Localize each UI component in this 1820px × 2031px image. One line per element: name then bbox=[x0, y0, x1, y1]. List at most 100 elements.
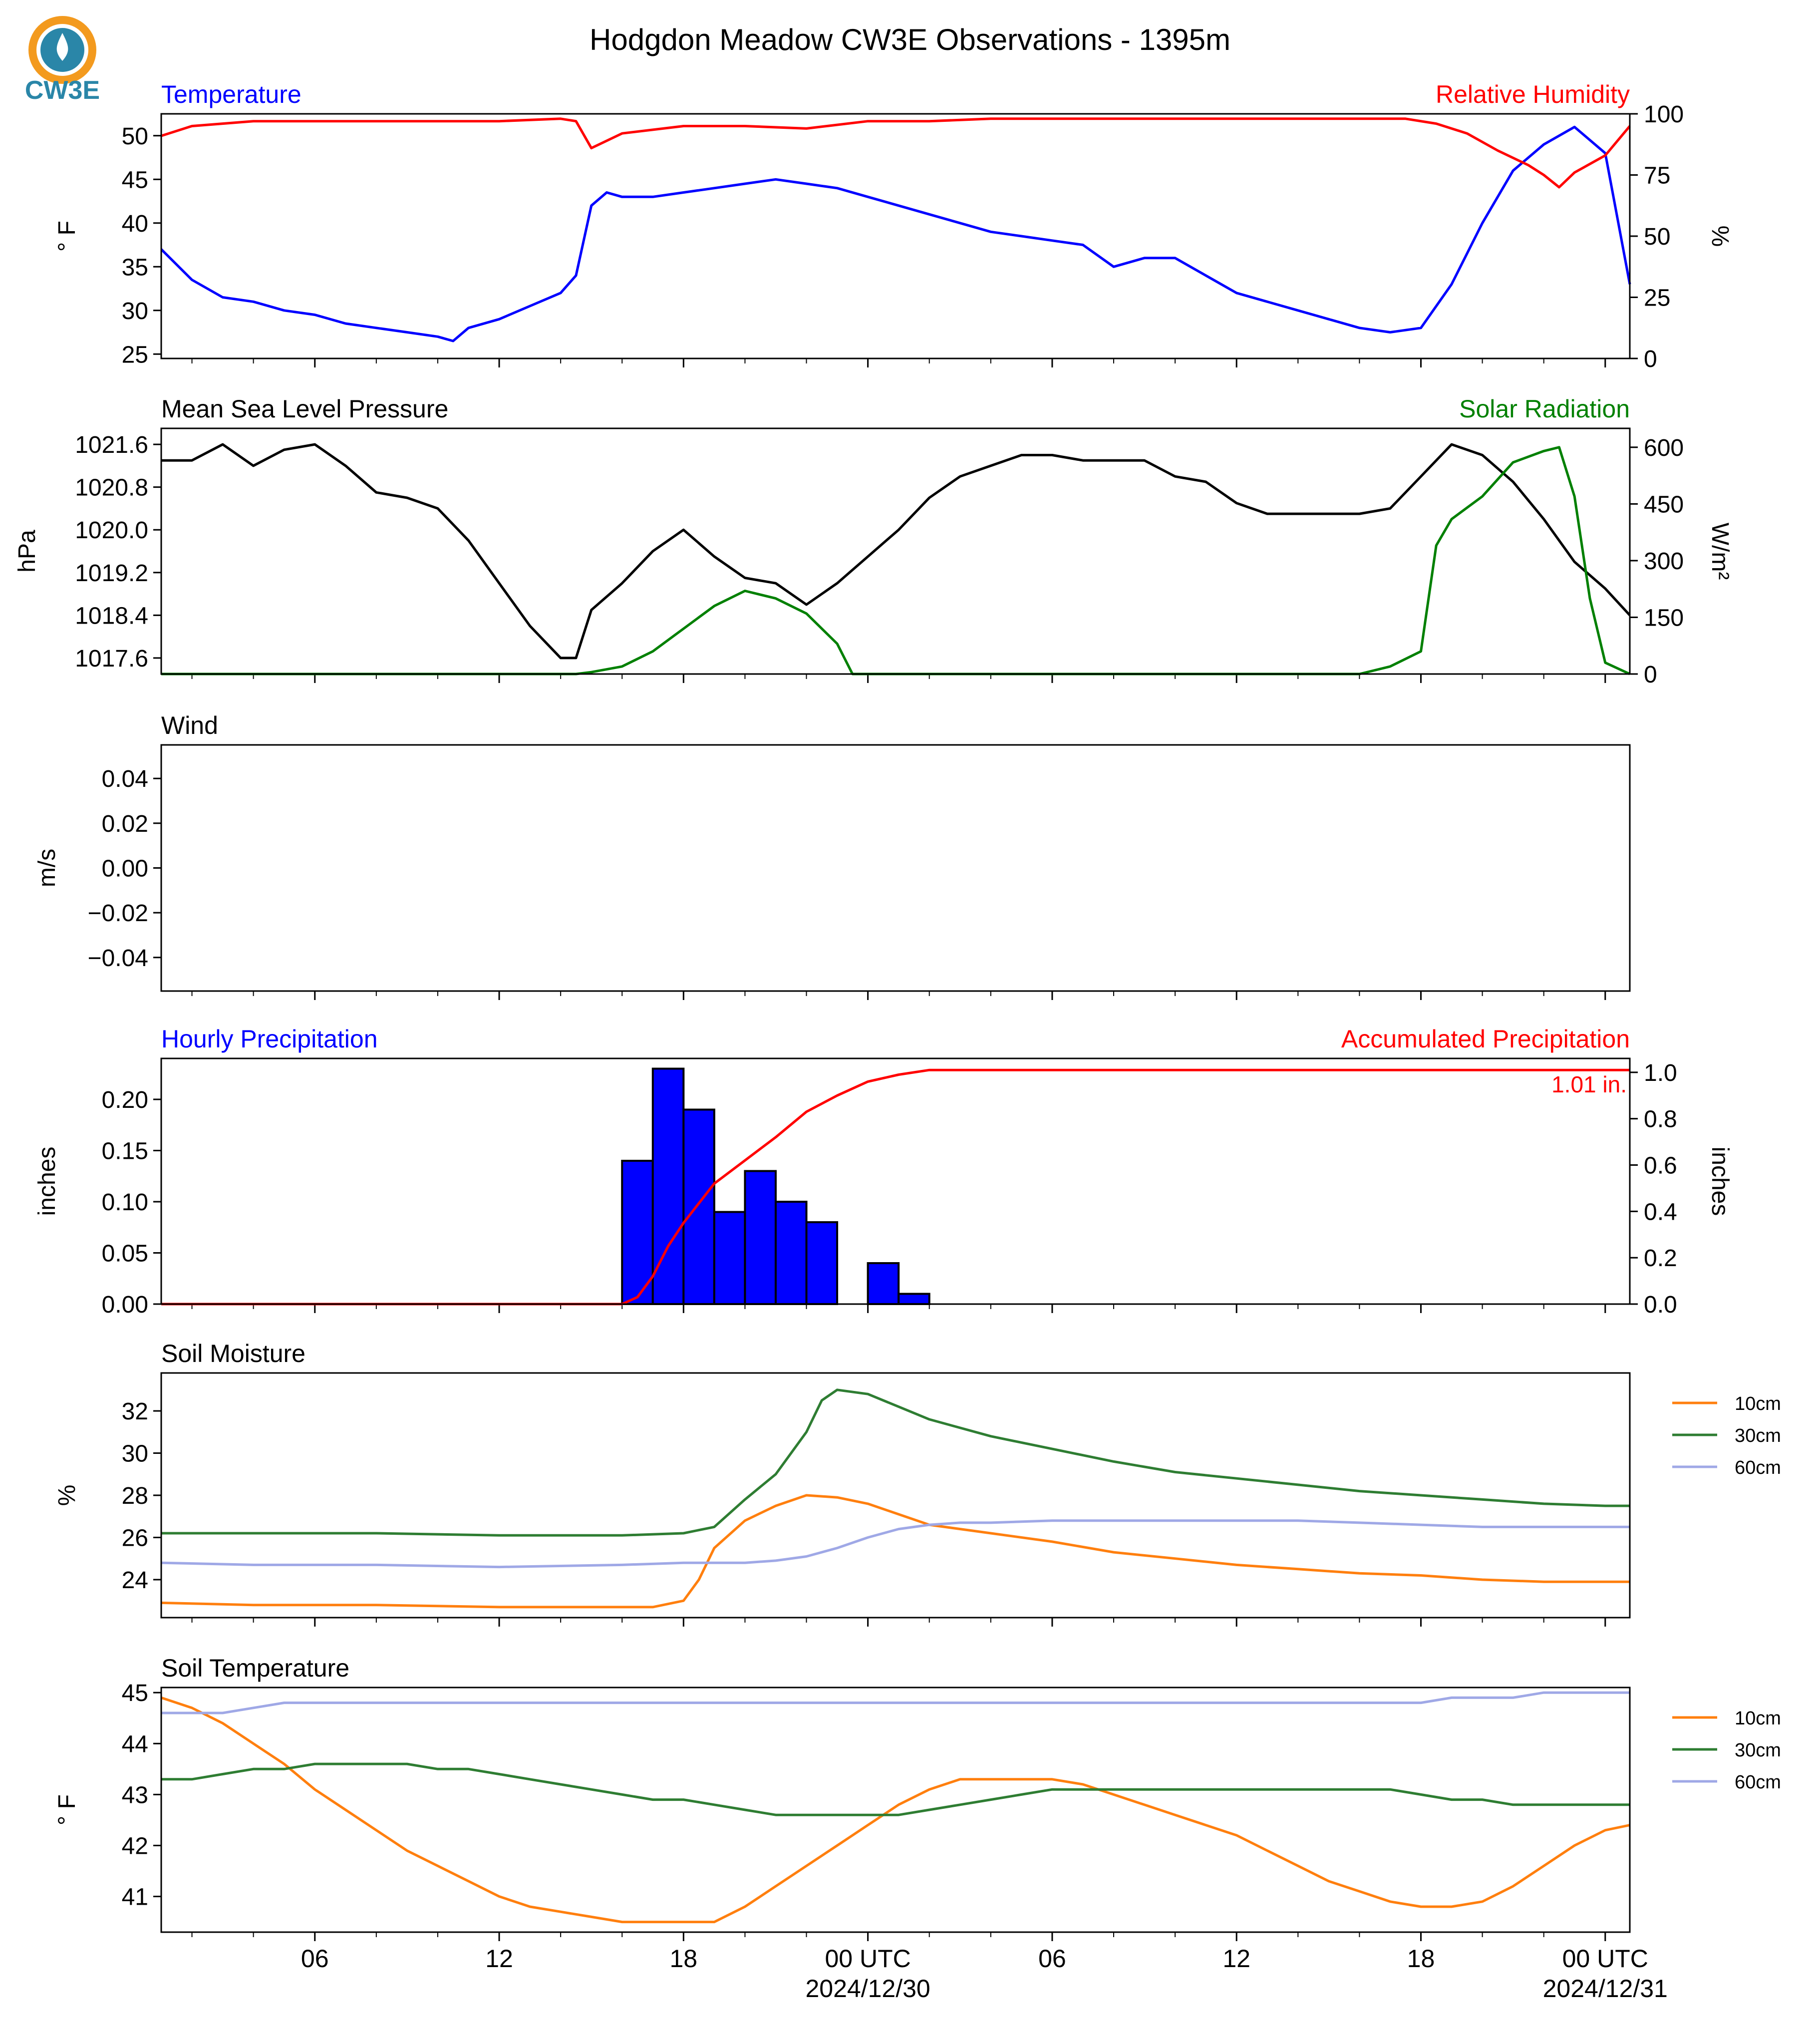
ytick-label-right: 50 bbox=[1644, 224, 1670, 250]
panel-soil_moisture: Soil Moisture 24 26 28 30 32% 10cm 30cm 60cm bbox=[54, 1340, 1781, 1627]
ylabel-left: % bbox=[54, 1485, 80, 1506]
ytick-label-left: −0.04 bbox=[88, 945, 148, 972]
ytick-label-right: 1.0 bbox=[1644, 1060, 1677, 1086]
ytick-label-left: 24 bbox=[122, 1567, 148, 1594]
ytick-label-left: 40 bbox=[122, 211, 148, 237]
precip-bar bbox=[805, 1221, 839, 1305]
ytick-label-left: 0.00 bbox=[102, 856, 148, 882]
panel-frame bbox=[160, 427, 1631, 675]
ytick-label-left: −0.02 bbox=[88, 900, 148, 927]
ytick-label-left: 32 bbox=[122, 1398, 148, 1425]
ytick-label-left: 1020.8 bbox=[75, 475, 148, 501]
ylabel-left: ° F bbox=[54, 221, 80, 252]
ytick-label-right: 75 bbox=[1644, 163, 1670, 189]
precip-bar bbox=[744, 1170, 777, 1305]
panel-precip: Hourly Precipitation Accumulated Precipit… bbox=[34, 1025, 1733, 1318]
ylabel-left: m/s bbox=[34, 849, 60, 887]
page-title: Hodgdon Meadow CW3E Observations - 1395m bbox=[590, 23, 1230, 56]
ytick-label-left: 1020.0 bbox=[75, 517, 148, 544]
series-line-30cm bbox=[161, 1762, 1630, 1816]
series-line-60cm bbox=[161, 1691, 1630, 1714]
xtick-label: 12 bbox=[1222, 1945, 1250, 1973]
ytick-label-left: 1019.2 bbox=[75, 560, 148, 587]
legend-label: 60cm bbox=[1735, 1457, 1781, 1478]
series-line-10cm bbox=[161, 1696, 1630, 1924]
legend-soil_temperature: 10cm 30cm 60cm bbox=[1672, 1708, 1781, 1793]
panel-title-left: Soil Temperature bbox=[161, 1654, 349, 1682]
ytick-label-left: 0.20 bbox=[102, 1087, 148, 1113]
date-label: 2024/12/31 bbox=[1543, 1975, 1668, 2003]
ytick-label-right: 600 bbox=[1644, 435, 1684, 461]
panel-frame bbox=[160, 1687, 1631, 1933]
panel-title-right: Relative Humidity bbox=[1436, 80, 1630, 108]
series-line-temperature bbox=[160, 125, 1631, 342]
ytick-label-left: 50 bbox=[122, 123, 148, 150]
xtick-label: 06 bbox=[1038, 1945, 1066, 1973]
legend-label: 30cm bbox=[1735, 1425, 1781, 1446]
series-line-relative-humidity bbox=[161, 117, 1631, 189]
series-line-10cm bbox=[161, 1494, 1630, 1609]
ytick-label-right: 0.4 bbox=[1644, 1199, 1677, 1225]
precip-bar bbox=[898, 1293, 930, 1305]
ytick-label-left: 1018.4 bbox=[75, 603, 148, 629]
ytick-label-left: 0.10 bbox=[102, 1189, 148, 1216]
panel-title-right: Solar Radiation bbox=[1459, 395, 1630, 423]
ytick-label-left: 45 bbox=[122, 167, 148, 193]
ytick-label-right: 100 bbox=[1644, 101, 1684, 128]
precip-bar bbox=[682, 1108, 715, 1305]
panel-title-left: Temperature bbox=[161, 80, 302, 108]
ytick-label-right: 0.6 bbox=[1644, 1153, 1677, 1179]
panel-frame bbox=[160, 1057, 1631, 1305]
ytick-label-right: 25 bbox=[1644, 285, 1670, 312]
cw3e-logo: CW3E bbox=[25, 16, 100, 105]
legend-soil_moisture: 10cm 30cm 60cm bbox=[1672, 1393, 1781, 1478]
date-label: 2024/12/30 bbox=[805, 1975, 930, 2003]
legend-label: 10cm bbox=[1735, 1708, 1781, 1729]
ytick-label-left: 1021.6 bbox=[75, 432, 148, 458]
ytick-label-left: 35 bbox=[122, 254, 148, 281]
ytick-label-right: 0 bbox=[1644, 662, 1657, 688]
panel-soil_temperature: Soil Temperature 41 42 43 44 45 ° F 06 12 18 00 UT… bbox=[54, 1654, 1781, 1973]
ytick-label-left: 41 bbox=[122, 1884, 148, 1911]
ytick-label-left: 43 bbox=[122, 1782, 148, 1808]
xtick-label: 06 bbox=[301, 1945, 329, 1973]
ytick-label-left: 0.05 bbox=[102, 1241, 148, 1267]
ylabel-left: hPa bbox=[14, 530, 40, 573]
panels: Temperature Relative Humidity 25 30 35 40 45 50… bbox=[14, 80, 1781, 2003]
ytick-label-left: 1017.6 bbox=[75, 646, 148, 672]
ylabel-right: inches bbox=[1707, 1147, 1733, 1216]
ytick-label-left: 0.00 bbox=[102, 1292, 148, 1318]
ytick-label-right: 0.2 bbox=[1644, 1245, 1677, 1272]
legend-label: 30cm bbox=[1735, 1740, 1781, 1761]
series-line-accumulated-precipitation bbox=[161, 1068, 1630, 1306]
xtick-label: 18 bbox=[670, 1945, 698, 1973]
xtick-label: 18 bbox=[1407, 1945, 1435, 1973]
ytick-label-right: 300 bbox=[1644, 548, 1684, 575]
panel-frame bbox=[160, 1372, 1631, 1619]
ytick-label-left: 28 bbox=[122, 1483, 148, 1509]
ytick-label-left: 30 bbox=[122, 298, 148, 325]
panel-title-left: Soil Moisture bbox=[161, 1340, 305, 1367]
ytick-label-left: 0.04 bbox=[102, 766, 148, 792]
series-line-60cm bbox=[161, 1519, 1630, 1569]
ytick-label-left: 45 bbox=[122, 1680, 148, 1706]
ytick-label-left: 0.15 bbox=[102, 1138, 148, 1165]
ytick-label-left: 25 bbox=[122, 341, 148, 368]
series-line-30cm bbox=[161, 1388, 1630, 1537]
ytick-label-right: 450 bbox=[1644, 491, 1684, 518]
xtick-label: 00 UTC bbox=[1562, 1945, 1648, 1973]
panel-temp_rh: Temperature Relative Humidity 25 30 35 40 45 50… bbox=[54, 80, 1733, 372]
legend-label: 10cm bbox=[1735, 1393, 1781, 1414]
panel-wind: Wind −0.04 −0.02 0.00 0.02 0.04 m/s bbox=[34, 711, 1631, 1000]
ylabel-left: ° F bbox=[54, 1794, 80, 1825]
precip-bar bbox=[774, 1201, 808, 1305]
ytick-label-right: 0 bbox=[1644, 346, 1657, 372]
panel-frame bbox=[160, 113, 1631, 359]
precip-bar bbox=[867, 1262, 900, 1305]
logo-text: CW3E bbox=[25, 76, 100, 105]
precip-bar bbox=[713, 1211, 746, 1305]
panel-pressure_solar: Mean Sea Level Pressure Solar Radiation 10… bbox=[14, 395, 1733, 688]
logo-drop-icon bbox=[56, 33, 68, 61]
ytick-label-left: 30 bbox=[122, 1441, 148, 1467]
